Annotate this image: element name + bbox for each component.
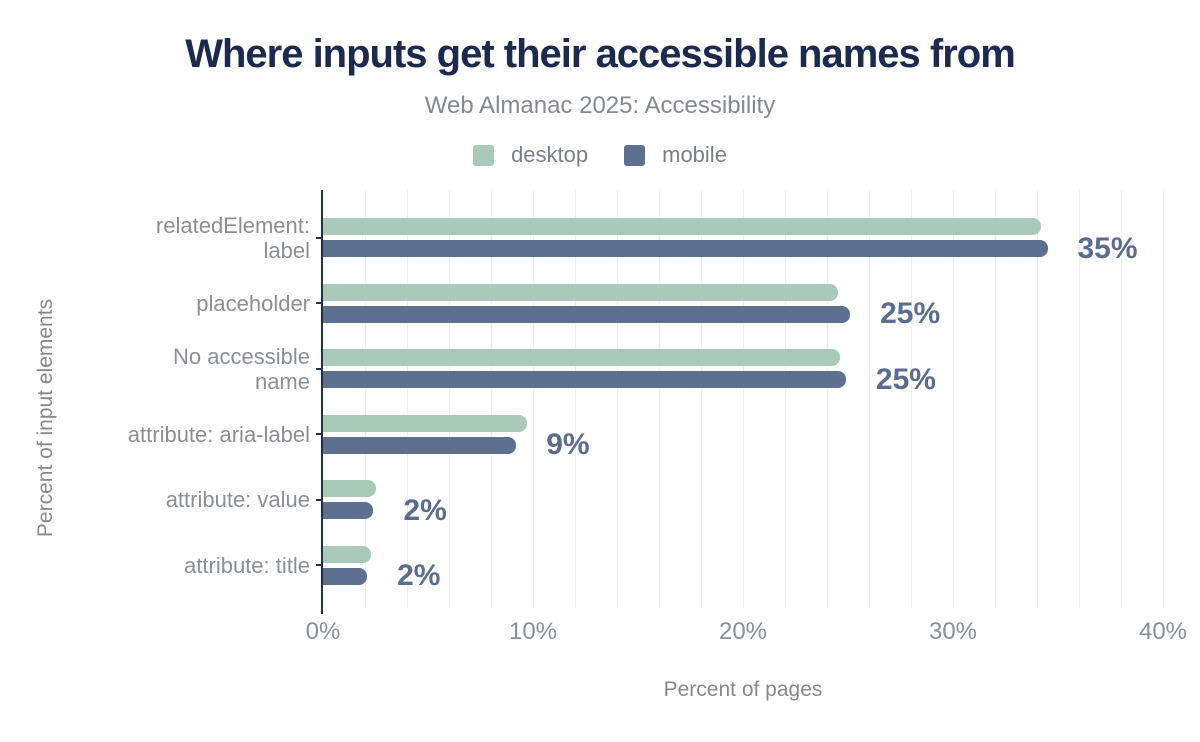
legend-label: mobile — [662, 142, 727, 167]
value-label: 35% — [1077, 231, 1138, 265]
x-tick-label: 10% — [508, 618, 558, 645]
category-label: placeholder — [196, 290, 310, 316]
bar-desktop — [323, 480, 376, 497]
bar-mobile — [323, 371, 846, 388]
category-label: attribute: aria-label — [127, 421, 310, 447]
gridline — [995, 190, 996, 608]
bar-mobile — [323, 567, 368, 585]
gridline — [827, 190, 828, 608]
y-axis-line — [321, 190, 323, 614]
legend-item-mobile: mobile — [624, 142, 727, 168]
gridline — [743, 190, 744, 608]
desktop-swatch-icon — [473, 144, 495, 166]
gridline — [1079, 190, 1080, 608]
gridline — [407, 190, 408, 608]
category-tick — [316, 236, 323, 239]
bar-mobile — [323, 502, 374, 519]
gridline — [1037, 190, 1038, 608]
value-label: 2% — [397, 559, 441, 592]
gridline — [575, 190, 576, 608]
gridline — [533, 190, 534, 608]
legend-label: desktop — [511, 142, 589, 167]
bar-desktop — [323, 283, 838, 301]
category-tick — [316, 302, 323, 304]
gridline — [785, 190, 786, 608]
gridline — [365, 190, 366, 608]
bar-mobile — [323, 436, 517, 454]
value-label: 9% — [546, 428, 590, 461]
gridline — [1121, 190, 1122, 608]
value-label: 25% — [880, 297, 941, 330]
bar-desktop — [323, 414, 527, 432]
chart-title: Where inputs get their accessible names … — [185, 32, 1016, 76]
category-label: No accessible name — [173, 343, 310, 394]
legend: desktop mobile — [0, 142, 1200, 168]
gridline — [869, 190, 870, 608]
gridline — [953, 190, 954, 608]
value-label: 25% — [875, 362, 936, 396]
category-label: attribute: value — [165, 487, 310, 512]
gridline — [1163, 190, 1164, 608]
gridline — [491, 190, 492, 608]
legend-item-desktop: desktop — [473, 142, 588, 168]
value-label: 2% — [403, 493, 447, 527]
category-label: relatedElement: label — [155, 212, 310, 263]
bar-desktop — [323, 349, 840, 366]
category-tick — [316, 564, 323, 566]
bar-mobile — [323, 240, 1048, 257]
x-axis-title: Percent of pages — [663, 678, 823, 701]
gridline — [617, 190, 618, 608]
x-tick-label: 20% — [718, 618, 768, 645]
gridline — [449, 190, 450, 608]
x-tick-label: 40% — [1138, 618, 1188, 645]
x-tick-label: 30% — [928, 618, 978, 645]
bar-desktop — [323, 545, 372, 563]
gridline — [911, 190, 912, 608]
plot-area: 35% 25% 25% 9% 2% 2% — [316, 190, 1164, 608]
y-axis-title: Percent of input elements — [34, 298, 57, 538]
x-tick-label: 0% — [305, 618, 341, 645]
gridline — [659, 190, 660, 608]
bar-desktop — [323, 218, 1042, 235]
mobile-swatch-icon — [624, 144, 646, 166]
category-tick — [316, 367, 323, 370]
category-label: attribute: title — [184, 552, 310, 578]
category-tick — [316, 498, 323, 501]
gridline — [701, 190, 702, 608]
chart-subtitle: Web Almanac 2025: Accessibility — [424, 92, 776, 119]
category-tick — [316, 433, 323, 435]
bar-mobile — [323, 305, 851, 323]
